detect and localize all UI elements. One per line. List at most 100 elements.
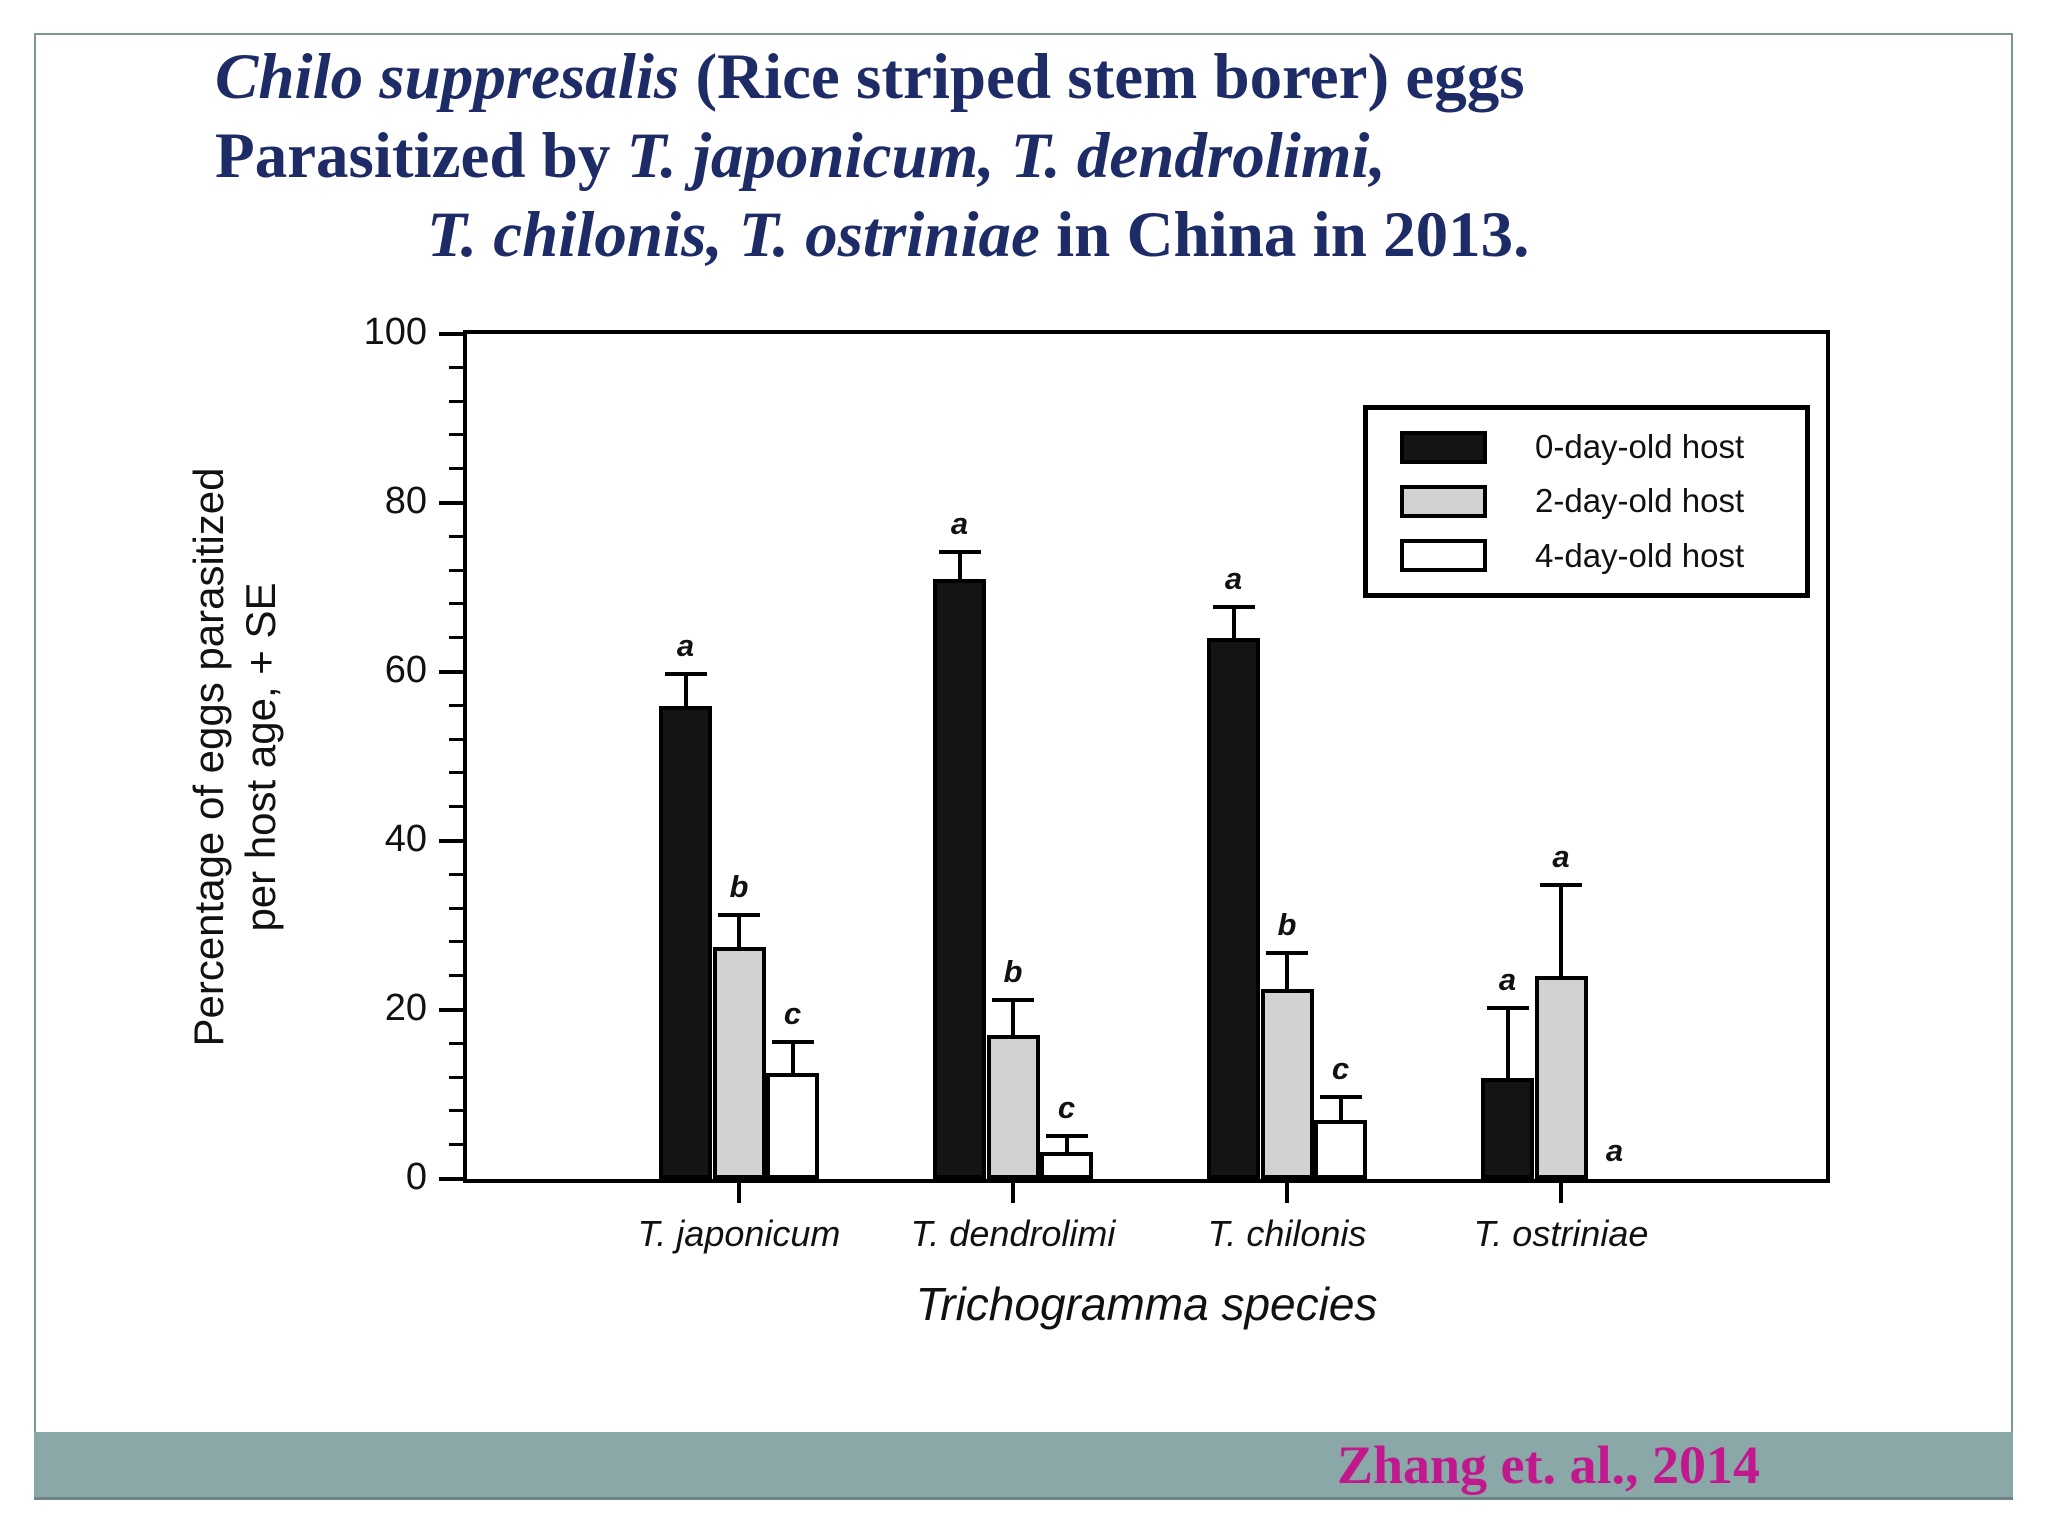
bar-4day-Tdendrolimi (1040, 1151, 1093, 1179)
y-tick-label: 0 (405, 1156, 427, 1198)
y-axis-title-text: Percentage of eggs parasitized per host a… (183, 307, 287, 1207)
significance-letter: a (1552, 839, 1570, 875)
y-tick-label: 40 (384, 818, 427, 860)
y-minor-tick (449, 467, 463, 471)
bar-4day-Tchilonis (1314, 1119, 1367, 1179)
significance-letter: c (1057, 1090, 1076, 1126)
y-axis-title-line: Percentage of eggs parasitized (185, 467, 232, 1047)
legend-label: 0-day-old host (1535, 428, 1745, 466)
y-minor-tick (449, 365, 463, 369)
significance-letter: a (1498, 962, 1517, 997)
error-bar-cap (1266, 951, 1308, 956)
bar-0day-Tdendrolimi (933, 579, 986, 1179)
significance-letter: a (950, 505, 969, 541)
y-minor-tick (449, 1075, 463, 1079)
bar-0day-Tjaponicum (659, 705, 712, 1179)
y-major-tick (439, 501, 463, 505)
error-bar-cap (1212, 604, 1255, 609)
x-tick-label: T. dendrolimi (910, 1213, 1116, 1254)
error-bar-cap (1045, 1134, 1088, 1139)
error-bar-line (1505, 1010, 1510, 1078)
legend-label: 2-day-old host (1535, 482, 1745, 520)
y-minor-tick (449, 940, 463, 944)
significance-letter: b (1277, 907, 1297, 943)
title-line: T. chilonis, T. ostriniae in China in 20… (215, 196, 1975, 275)
y-minor-tick (449, 906, 463, 910)
bar-2day-Tostriniae (1534, 976, 1588, 1179)
y-major-tick (439, 332, 463, 337)
significance-letter: a (676, 628, 695, 664)
error-bar-line (1231, 608, 1236, 639)
error-bar-cap (1319, 1094, 1362, 1099)
x-tick-label: T. chilonis (1207, 1213, 1367, 1254)
y-minor-tick (449, 602, 463, 606)
significance-letter: c (783, 995, 802, 1031)
significance-letter: c (1331, 1050, 1350, 1086)
bar-0day-Tostriniae (1481, 1077, 1534, 1179)
error-bar-line (737, 917, 741, 947)
title-line: Chilo suppresalis (Rice striped stem bor… (215, 38, 1975, 117)
error-bar-cap (938, 549, 981, 554)
y-minor-tick (449, 433, 463, 437)
legend-row: 0-day-old host (1400, 428, 1805, 466)
error-bar-cap (1540, 883, 1582, 888)
y-minor-tick (449, 568, 463, 572)
bar-2day-Tdendrolimi (986, 1035, 1040, 1179)
significance-letter: b (729, 869, 749, 905)
y-tick-label: 60 (384, 649, 427, 691)
page-title: Chilo suppresalis (Rice striped stem bor… (215, 38, 1975, 275)
x-axis-tick (737, 1183, 741, 1203)
y-tick-label: 20 (384, 987, 427, 1029)
error-bar-line (683, 676, 688, 706)
y-minor-tick (449, 771, 463, 775)
bar-2day-Tjaponicum (712, 946, 766, 1179)
legend-row: 4-day-old host (1400, 537, 1805, 575)
significance-letter: b (1003, 953, 1023, 989)
y-minor-tick (449, 1143, 463, 1147)
title-segment: Parasitized by (215, 120, 627, 192)
y-major-tick (439, 839, 463, 843)
y-axis-title-line: per host age, + SE (237, 582, 284, 932)
y-tick-label: 100 (363, 311, 427, 353)
title-segment: Chilo suppresalis (215, 41, 680, 113)
legend-row: 2-day-old host (1400, 482, 1805, 520)
y-minor-tick (449, 737, 463, 741)
error-bar-cap (664, 672, 707, 677)
title-segment: (Rice striped stem borer) eggs (679, 41, 1525, 113)
legend-label: 4-day-old host (1535, 536, 1745, 574)
error-bar-line (957, 553, 962, 580)
chart-legend: 0-day-old host 2-day-old host 4-day-old ho… (1363, 405, 1810, 598)
error-bar-cap (992, 997, 1034, 1002)
y-major-tick (439, 1177, 463, 1181)
y-major-tick (439, 670, 463, 674)
y-minor-tick (449, 872, 463, 876)
x-axis-tick (1559, 1183, 1563, 1203)
y-minor-tick (449, 974, 463, 978)
bar-4day-Tjaponicum (766, 1073, 819, 1179)
citation-text: Zhang et. al., 2014 (1336, 1434, 1760, 1495)
bottom-band: Zhang et. al., 2014 (34, 1432, 2013, 1500)
legend-swatch-icon (1400, 484, 1487, 518)
title-segment: T. japonicum, T. dendrolimi, (626, 120, 1386, 192)
legend-swatch-icon (1400, 539, 1487, 573)
y-major-tick (439, 1008, 463, 1012)
title-segment: in China in 2013. (1039, 199, 1530, 271)
x-tick-label: T. japonicum (637, 1213, 841, 1254)
x-axis-tick (1285, 1183, 1289, 1203)
error-bar-line (1285, 955, 1289, 989)
error-bar-cap (718, 913, 760, 918)
bar-2day-Tchilonis (1260, 988, 1314, 1179)
significance-letter: a (1224, 560, 1243, 596)
y-minor-tick (449, 534, 463, 538)
y-minor-tick (449, 703, 463, 707)
error-bar-line (1559, 887, 1563, 977)
title-segment: T. chilonis, T. ostriniae (427, 199, 1040, 271)
y-minor-tick (449, 1109, 463, 1113)
error-bar-cap (1486, 1006, 1529, 1010)
error-bar-cap (771, 1039, 814, 1044)
y-minor-tick (449, 805, 463, 809)
error-bar-line (1011, 1001, 1015, 1036)
error-bar-line (790, 1043, 795, 1074)
legend-swatch-icon (1400, 430, 1487, 464)
error-bar-line (1338, 1098, 1343, 1120)
